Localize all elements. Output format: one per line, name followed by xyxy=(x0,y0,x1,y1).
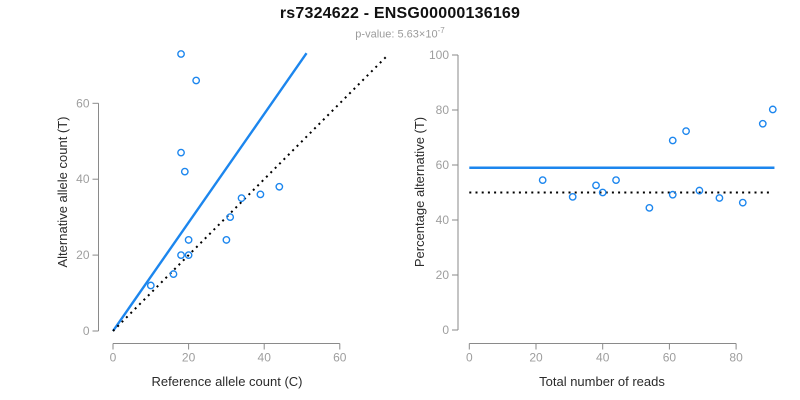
data-point xyxy=(146,281,155,290)
data-point xyxy=(192,76,201,85)
data-point xyxy=(177,251,185,260)
data-point xyxy=(169,270,178,278)
y-tick-label: 80 xyxy=(436,103,450,117)
data-point xyxy=(256,190,265,199)
x-tick-label: 0 xyxy=(110,351,117,365)
data-point xyxy=(682,127,690,136)
data-point xyxy=(598,188,607,197)
y-tick-label: 0 xyxy=(83,324,90,338)
data-point xyxy=(668,190,677,199)
x-tick-label: 20 xyxy=(182,351,196,365)
data-point xyxy=(768,105,777,114)
y-tick-label: 40 xyxy=(76,172,90,186)
x-tick-label: 40 xyxy=(596,351,610,365)
x-axis-title: Total number of reads xyxy=(539,374,665,389)
pvalue-text: p-value: 5.63×10 xyxy=(355,28,438,41)
data-point xyxy=(275,182,284,191)
y-axis-title: Percentage alternative (T) xyxy=(412,117,427,267)
data-point xyxy=(668,136,677,145)
y-tick-label: 100 xyxy=(429,48,449,62)
data-point xyxy=(758,119,767,128)
y-tick-label: 20 xyxy=(436,268,450,282)
identity-line xyxy=(112,54,389,332)
data-point xyxy=(645,203,654,212)
pvalue-exponent: -7 xyxy=(437,26,445,35)
x-axis-title: Reference allele count (C) xyxy=(151,374,302,389)
data-point xyxy=(177,148,185,157)
data-point xyxy=(592,181,600,190)
x-tick-label: 0 xyxy=(466,351,473,365)
data-point xyxy=(695,186,704,195)
y-tick-label: 0 xyxy=(442,323,449,337)
data-point xyxy=(237,194,246,203)
figure-title: rs7324622 - ENSG00000136169 xyxy=(279,5,521,22)
data-point xyxy=(226,213,235,222)
y-tick-label: 60 xyxy=(76,96,90,110)
data-point xyxy=(184,236,193,244)
data-point xyxy=(180,167,189,176)
data-point xyxy=(538,176,547,185)
data-point xyxy=(715,194,724,202)
y-axis-title: Alternative allele count (T) xyxy=(55,116,70,267)
x-tick-label: 80 xyxy=(729,351,743,365)
x-tick-label: 60 xyxy=(663,351,677,365)
x-tick-label: 20 xyxy=(529,351,543,365)
y-tick-label: 20 xyxy=(76,248,90,262)
data-point xyxy=(184,251,193,260)
data-point xyxy=(177,50,185,58)
data-point xyxy=(222,236,231,244)
data-point xyxy=(612,176,620,185)
x-tick-label: 40 xyxy=(258,351,272,365)
figure-subtitle: p-value: 5.63×10-7 xyxy=(0,26,800,41)
fit-line xyxy=(112,52,308,332)
x-tick-label: 60 xyxy=(333,351,347,365)
data-point xyxy=(738,198,747,207)
y-tick-label: 40 xyxy=(436,213,450,227)
data-point xyxy=(568,192,577,201)
y-tick-label: 60 xyxy=(436,158,450,172)
